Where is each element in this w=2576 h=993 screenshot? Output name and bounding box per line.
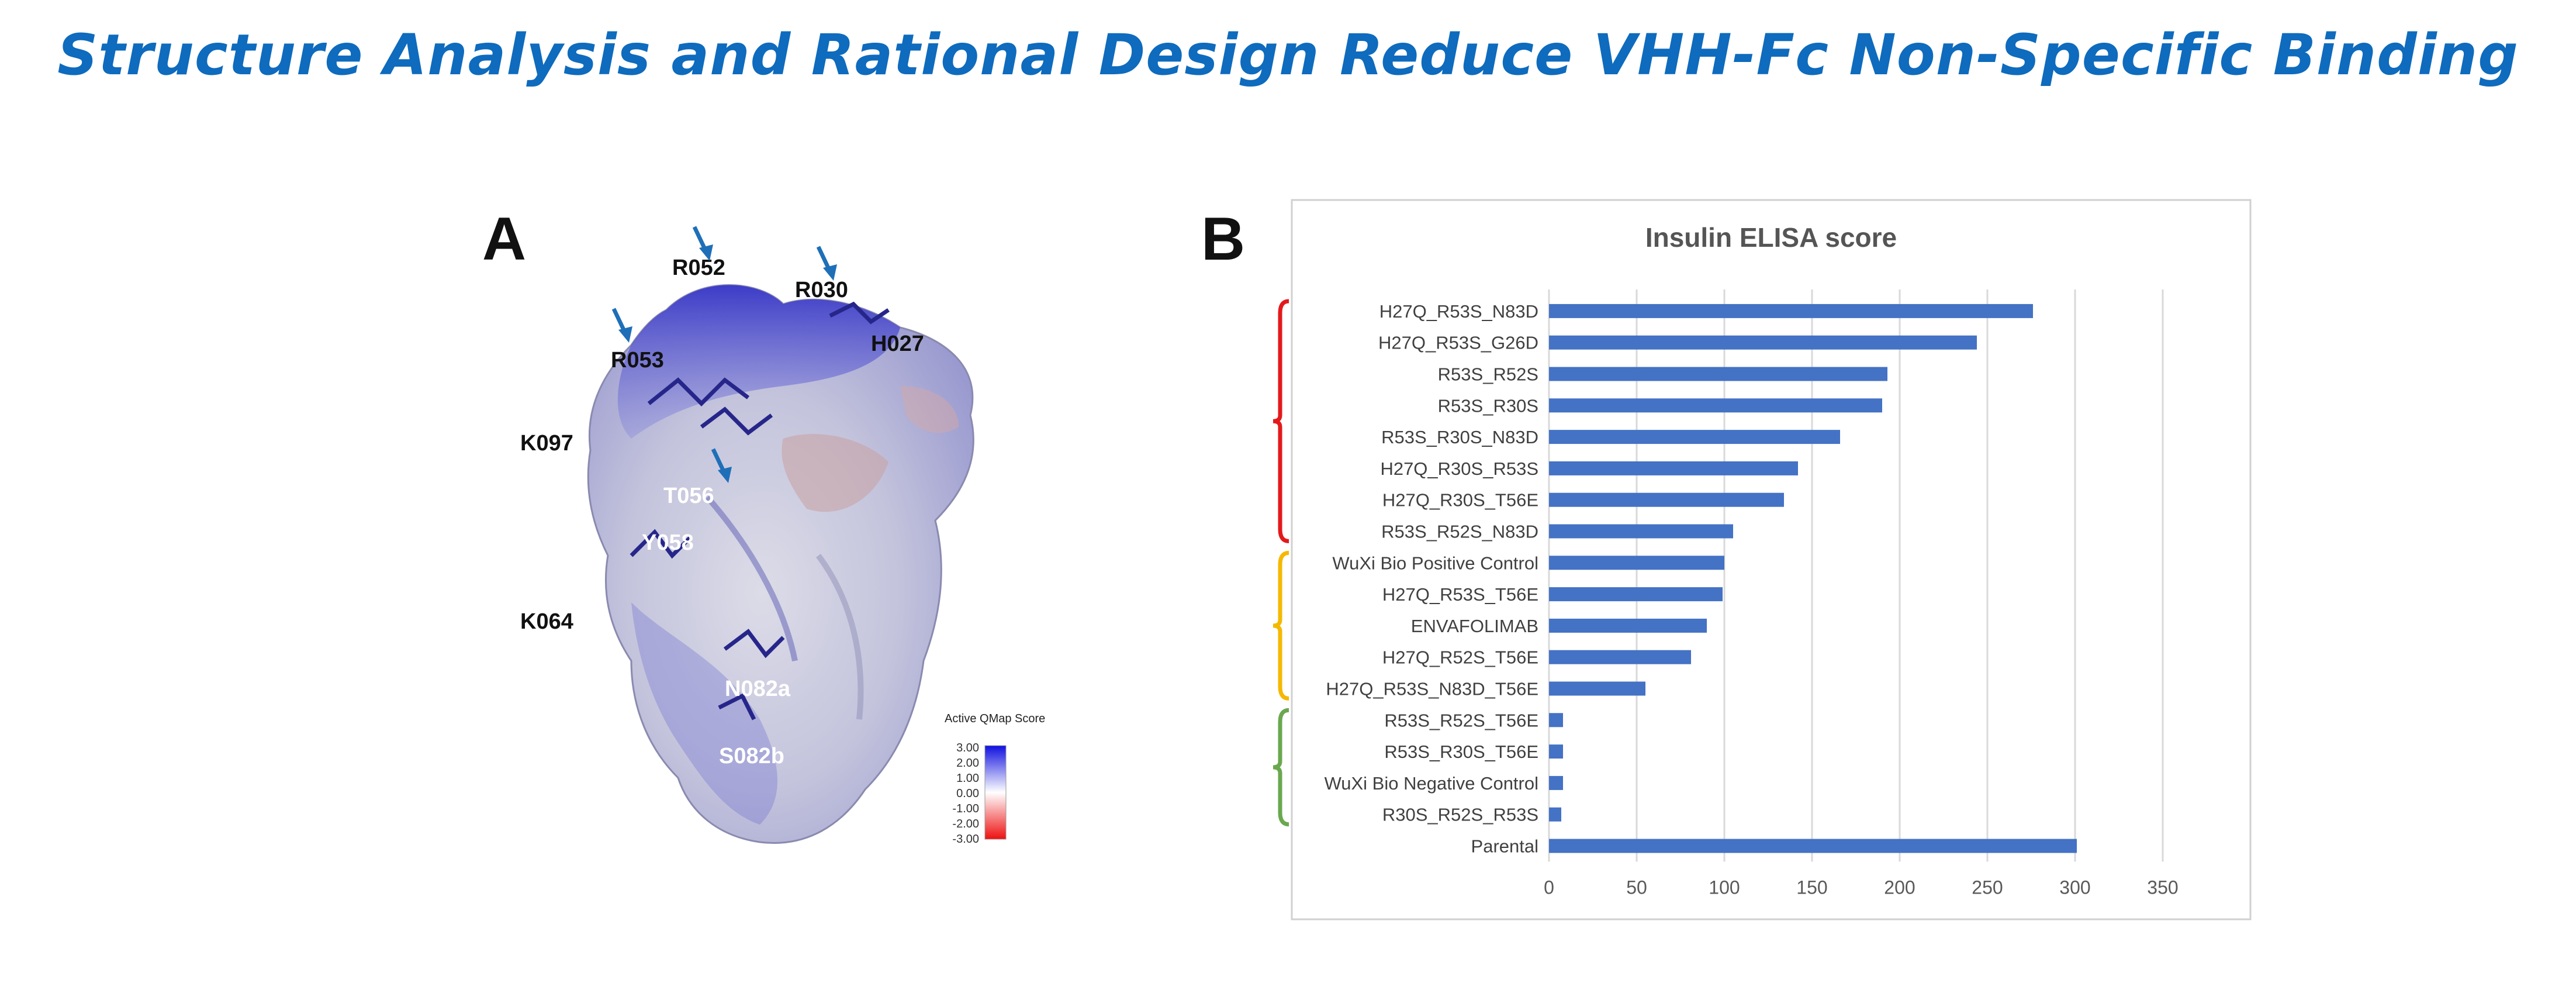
colorbar-tick-label: -2.00	[952, 818, 979, 830]
residue-label: R052	[672, 256, 725, 280]
category-label: H27Q_R53S_N83D_T56E	[1326, 679, 1538, 699]
group-brackets	[1273, 299, 1289, 827]
colorbar-tick-label: 1.00	[956, 772, 979, 785]
chart-frame	[1291, 199, 2252, 920]
category-label: R53S_R52S_T56E	[1384, 710, 1538, 730]
category-label: H27Q_R30S_R53S	[1380, 458, 1538, 479]
colorbar-title: Active QMap Score	[945, 712, 1045, 725]
bar	[1549, 775, 1563, 790]
colorbar-tick-label: 3.00	[956, 742, 979, 754]
bar	[1549, 587, 1723, 602]
x-tick-label: 0	[1544, 877, 1554, 898]
group-bracket	[1273, 299, 1289, 543]
bar	[1549, 744, 1563, 759]
insulin-elisa-chart: Insulin ELISA score H27Q_R53S_N83DH27Q_R…	[1273, 199, 2252, 920]
colorbar-tick-label: -1.00	[952, 802, 979, 815]
surface-body	[587, 284, 974, 844]
residue-label: K064	[520, 609, 573, 634]
category-label: R53S_R52S_N83D	[1381, 522, 1538, 542]
bar	[1549, 492, 1784, 507]
category-label: R30S_R52S_R53S	[1382, 805, 1538, 825]
residue-label: S082b	[719, 744, 784, 768]
residue-label: R030	[795, 278, 848, 302]
x-tick-label: 200	[1884, 877, 1915, 898]
residue-label: Y058	[642, 530, 694, 555]
residue-label: R053	[611, 348, 664, 373]
category-label: WuXi Bio Negative Control	[1325, 773, 1538, 794]
bar	[1549, 461, 1798, 475]
category-label: H27Q_R53S_N83D	[1379, 301, 1538, 322]
category-label: H27Q_R52S_T56E	[1382, 647, 1538, 668]
category-label: H27Q_R30S_T56E	[1382, 490, 1538, 511]
category-label: WuXi Bio Positive Control	[1332, 553, 1538, 573]
panel-a-label: A	[482, 205, 527, 273]
x-tick-label: 50	[1626, 877, 1647, 898]
colorbar-tick-label: -3.00	[952, 833, 979, 846]
page-title: Structure Analysis and Rational Design R…	[57, 22, 2519, 88]
bar	[1549, 304, 2033, 318]
qmap-colorbar: Active QMap Score 3.00 2.00 1.00 0.00 -1.00 -…	[945, 712, 1045, 846]
chart-gridlines	[1548, 289, 2164, 862]
bar	[1549, 556, 1724, 570]
protein-structure-panel: R052 R030 H027 R053 K097 T056 Y058 K064 N082a S08…	[456, 193, 1216, 930]
pointer-arrow-icon	[816, 246, 837, 281]
residue-label: T056	[663, 484, 714, 508]
colorbar-tick-label: 2.00	[956, 757, 979, 770]
colorbar-gradient	[984, 745, 1007, 840]
residue-arrows	[611, 226, 837, 483]
x-tick-labels: 0 50 100 150 200 250 300 350	[1544, 877, 2179, 898]
bar	[1549, 335, 1977, 350]
pointer-arrow-icon	[611, 308, 632, 343]
category-label: ENVAFOLIMAB	[1411, 616, 1538, 636]
category-label: H27Q_R53S_G26D	[1378, 333, 1538, 353]
pointer-arrow-icon	[692, 226, 713, 261]
residue-labels: R052 R030 H027 R053 K097 T056 Y058 K064 N082a S08…	[520, 256, 924, 768]
bar	[1549, 524, 1733, 539]
category-label: R53S_R52S	[1438, 364, 1538, 385]
chart-bars	[1549, 304, 2077, 853]
residue-label: N082a	[725, 677, 791, 701]
bar	[1549, 398, 1882, 413]
bar	[1549, 650, 1691, 664]
bar	[1549, 713, 1563, 727]
group-bracket	[1273, 708, 1289, 827]
pointer-arrow-icon	[711, 448, 732, 483]
residue-label: H027	[871, 332, 924, 356]
bar	[1549, 807, 1561, 822]
colorbar-ticks: 3.00 2.00 1.00 0.00 -1.00 -2.00 -3.00	[952, 742, 979, 846]
bar	[1549, 430, 1840, 444]
x-tick-label: 250	[1972, 877, 2003, 898]
bar	[1549, 839, 2077, 853]
category-label: H27Q_R53S_T56E	[1382, 584, 1538, 605]
category-label: R53S_R30S	[1438, 395, 1538, 416]
bar	[1549, 618, 1707, 633]
bar	[1549, 367, 1887, 381]
category-labels: H27Q_R53S_N83D H27Q_R53S_G26D R53S_R52S R53…	[1325, 301, 1538, 857]
category-label: R53S_R30S_N83D	[1381, 427, 1538, 447]
protein-surface-figure: R052 R030 H027 R053 K097 T056 Y058 K064 N082a S08…	[520, 226, 1045, 846]
colorbar-tick-label: 0.00	[956, 787, 979, 800]
residue-label: K097	[520, 431, 573, 456]
group-bracket	[1273, 550, 1289, 701]
category-label: Parental	[1471, 836, 1538, 857]
bar	[1549, 681, 1645, 696]
x-tick-label: 300	[2059, 877, 2090, 898]
x-tick-label: 150	[1796, 877, 1827, 898]
category-label: R53S_R30S_T56E	[1384, 742, 1538, 762]
panel-b-label: B	[1201, 205, 1246, 273]
chart-title: Insulin ELISA score	[1645, 222, 1897, 253]
x-tick-label: 350	[2147, 877, 2178, 898]
x-tick-label: 100	[1709, 877, 1740, 898]
